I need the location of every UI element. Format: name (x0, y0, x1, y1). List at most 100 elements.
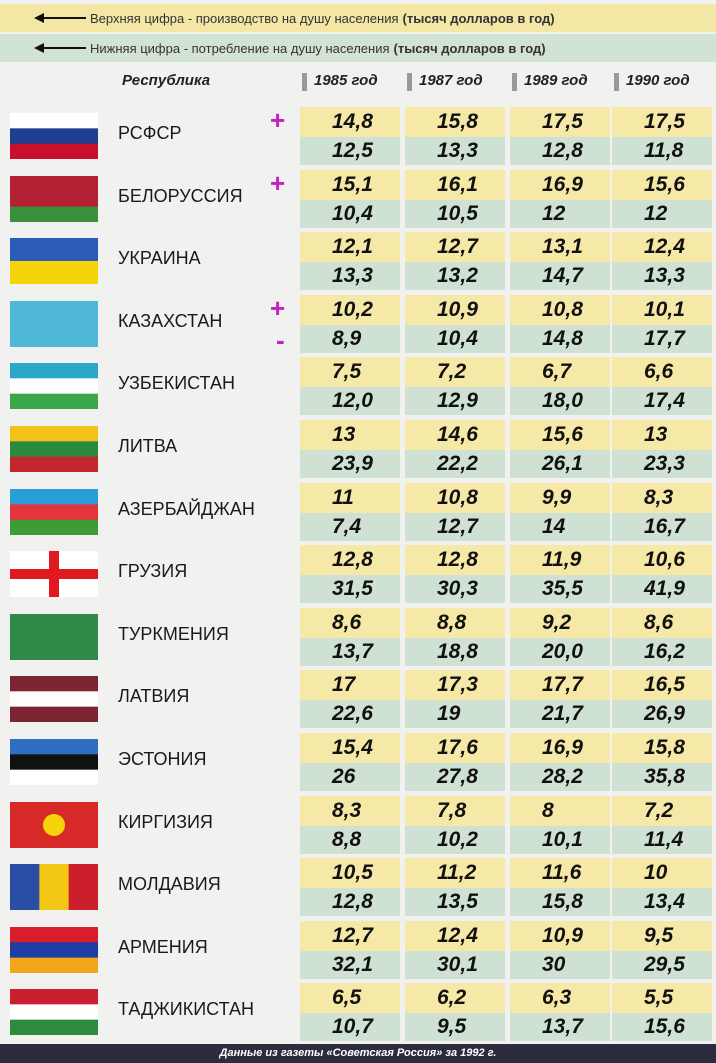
header-separator (407, 73, 412, 91)
consumption-value: 17,4 (612, 387, 712, 416)
production-value: 6,2 (405, 983, 505, 1014)
production-value: 6,7 (510, 357, 610, 388)
production-value: 15,6 (612, 169, 712, 200)
consumption-value: 29,5 (612, 950, 712, 979)
header-separator (512, 73, 517, 91)
arrow (34, 13, 86, 23)
production-value: 6,6 (612, 357, 712, 388)
production-value: 15,8 (612, 733, 712, 763)
production-value: 12,4 (612, 232, 712, 263)
republic-name: УКРАИНА (118, 248, 201, 269)
consumption-value: 13,3 (405, 137, 505, 165)
production-value: 10,8 (405, 482, 505, 513)
production-value: 16,9 (510, 733, 610, 763)
marker: - (276, 324, 285, 355)
production-value: 9,2 (510, 607, 610, 638)
production-value: 16,5 (612, 670, 712, 701)
production-value: 10 (612, 858, 712, 889)
production-value: 11 (300, 482, 400, 513)
production-value: 11,2 (405, 858, 505, 889)
consumption-value: 30,1 (405, 950, 505, 979)
consumption-value: 10,4 (405, 324, 505, 353)
production-value: 17,6 (405, 733, 505, 763)
legend-text: Верхняя цифра - производство на душу нас… (90, 10, 399, 26)
production-value: 15,4 (300, 733, 400, 763)
consumption-value: 26,9 (612, 700, 712, 729)
production-value: 6,5 (300, 983, 400, 1014)
flag (10, 801, 98, 848)
republic-name: ТАДЖИКИСТАН (118, 999, 254, 1020)
consumption-value: 14,8 (510, 324, 610, 353)
production-value: 12,4 (405, 920, 505, 951)
consumption-value: 12,0 (300, 387, 400, 416)
header-cell: 1987 год (419, 72, 483, 89)
production-value: 13,1 (510, 232, 610, 263)
production-value: 10,2 (300, 294, 400, 325)
consumption-value: 18,8 (405, 637, 505, 666)
production-value: 11,9 (510, 545, 610, 576)
consumption-value: 35,8 (612, 763, 712, 791)
consumption-value: 7,4 (300, 512, 400, 541)
consumption-value: 10,2 (405, 825, 505, 854)
production-value: 8,6 (300, 607, 400, 638)
header-cell: 1989 год (524, 72, 588, 89)
flag (10, 175, 98, 222)
header-separator (302, 73, 307, 91)
production-value: 12,8 (300, 545, 400, 576)
republic-name: АРМЕНИЯ (118, 936, 208, 957)
republic-name: ЭСТОНИЯ (118, 749, 207, 769)
consumption-value: 16,2 (612, 637, 712, 666)
production-value: 17 (300, 670, 400, 701)
production-value: 7,5 (300, 357, 400, 388)
republic-name: КАЗАХСТАН (118, 310, 223, 331)
production-value: 9,5 (612, 920, 712, 951)
production-value: 5,5 (612, 983, 712, 1014)
consumption-value: 27,8 (405, 763, 505, 791)
flag (10, 926, 98, 973)
republic-name: ГРУЗИЯ (118, 561, 188, 582)
consumption-value: 11,4 (612, 825, 712, 854)
flag (10, 113, 98, 159)
legend-unit: (тысяч долларов в год) (393, 40, 546, 56)
production-value: 10,9 (405, 294, 505, 325)
production-value: 17,5 (612, 107, 712, 137)
production-value: 10,6 (612, 545, 712, 576)
consumption-value: 12,8 (300, 888, 400, 917)
flag (10, 989, 98, 1036)
consumption-value: 13,4 (612, 888, 712, 917)
flag (10, 488, 98, 535)
consumption-value: 22,6 (300, 700, 400, 729)
consumption-value: 12 (612, 199, 712, 228)
consumption-value: 12 (510, 199, 610, 228)
consumption-value: 11,8 (612, 137, 712, 165)
production-value: 7,8 (405, 795, 505, 826)
consumption-value: 22,2 (405, 450, 505, 478)
consumption-value: 13,5 (405, 888, 505, 917)
republic-name: АЗЕРБАЙДЖАН (118, 498, 255, 519)
consumption-value: 12,8 (510, 137, 610, 165)
consumption-value: 35,5 (510, 575, 610, 604)
republic-name: УЗБЕКИСТАН (118, 373, 235, 394)
consumption-value: 10,4 (300, 199, 400, 228)
consumption-value: 26 (300, 763, 400, 791)
production-value: 16,1 (405, 169, 505, 200)
production-value: 11,6 (510, 858, 610, 889)
consumption-value: 13,3 (300, 262, 400, 291)
header-cell: 1990 год (626, 72, 690, 89)
production-value: 16,9 (510, 169, 610, 200)
flag (10, 613, 98, 660)
production-value: 8,6 (612, 607, 712, 638)
consumption-value: 15,6 (612, 1013, 712, 1042)
header-separator (614, 73, 619, 91)
production-value: 12,1 (300, 232, 400, 263)
consumption-value: 14 (510, 512, 610, 541)
consumption-value: 26,1 (510, 450, 610, 478)
arrow (34, 43, 86, 53)
production-value: 10,5 (300, 858, 400, 889)
republic-name: ТУРКМЕНИЯ (118, 623, 229, 644)
legend-row: Нижняя цифра - потребление на душу насел… (0, 34, 716, 62)
consumption-value: 13,2 (405, 262, 505, 291)
production-value: 15,1 (300, 169, 400, 200)
flag (10, 551, 98, 598)
republic-name: РСФСР (118, 123, 182, 143)
